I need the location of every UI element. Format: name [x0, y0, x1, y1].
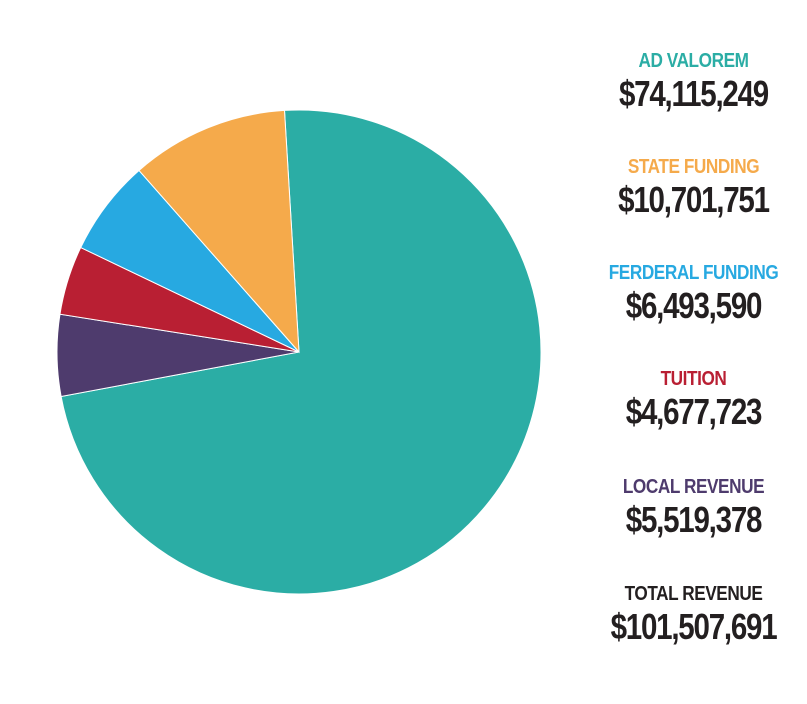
legend-item-total-revenue: TOTAL REVENUE $101,507,691 [580, 583, 807, 647]
pie-slice-ad-valorem [60, 109, 542, 595]
legend-label: STATE FUNDING [627, 156, 760, 178]
legend: AD VALOREM $74,115,249 STATE FUNDING $10… [580, 0, 807, 704]
total-revenue-label: TOTAL REVENUE [624, 583, 763, 605]
legend-value: $4,677,723 [625, 391, 763, 432]
legend-label: TUITION [660, 368, 727, 390]
legend-item-federal-funding: FERDERAL FUNDING $6,493,590 [580, 262, 807, 326]
legend-label: AD VALOREM [638, 50, 749, 72]
legend-value: $5,519,378 [625, 499, 763, 540]
total-revenue-value: $101,507,691 [610, 606, 778, 647]
legend-item-local-revenue: LOCAL REVENUE $5,519,378 [580, 476, 807, 540]
legend-item-state-funding: STATE FUNDING $10,701,751 [580, 156, 807, 220]
legend-value: $10,701,751 [618, 179, 770, 220]
pie-chart [56, 109, 542, 595]
legend-label: FERDERAL FUNDING [608, 262, 779, 284]
pie-slice-state-funding [138, 109, 300, 354]
legend-label: LOCAL REVENUE [622, 476, 765, 498]
legend-value: $6,493,590 [625, 285, 763, 326]
legend-item-ad-valorem: AD VALOREM $74,115,249 [580, 50, 807, 114]
legend-item-tuition: TUITION $4,677,723 [580, 368, 807, 432]
legend-value: $74,115,249 [618, 73, 769, 114]
